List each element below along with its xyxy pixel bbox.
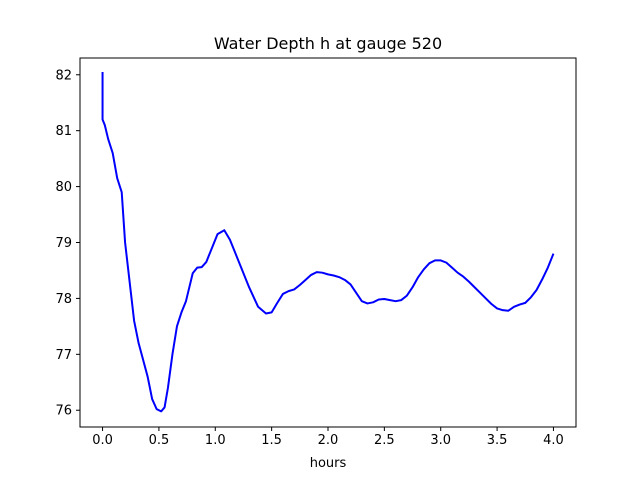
x-tick-label: 2.0	[318, 433, 339, 448]
x-tick-label: 1.0	[205, 433, 226, 448]
y-tick-label: 76	[55, 404, 72, 419]
x-tick-label: 4.0	[543, 433, 564, 448]
x-tick-label: 3.0	[430, 433, 451, 448]
x-tick-label: 0.5	[149, 433, 170, 448]
x-tick-label: 1.5	[261, 433, 282, 448]
x-tick-label: 0.0	[92, 433, 113, 448]
y-tick-label: 79	[55, 236, 72, 251]
x-tick-label: 2.5	[374, 433, 395, 448]
x-tick-label: 3.5	[487, 433, 508, 448]
y-tick-label: 80	[55, 180, 72, 195]
y-tick-label: 81	[55, 124, 72, 139]
y-tick-label: 77	[55, 348, 72, 363]
plot-area: 0.0 0.5 1.0 1.5 2.0 2.5 3.0 3.5 4.0 76 77 78 79 80 81 8…	[55, 57, 577, 448]
chart-title: Water Depth h at gauge 520	[214, 34, 442, 53]
y-tick-label: 82	[55, 68, 72, 83]
y-tick-label: 78	[55, 292, 72, 307]
series-line-0	[101, 71, 555, 413]
x-axis-label: hours	[310, 456, 347, 471]
